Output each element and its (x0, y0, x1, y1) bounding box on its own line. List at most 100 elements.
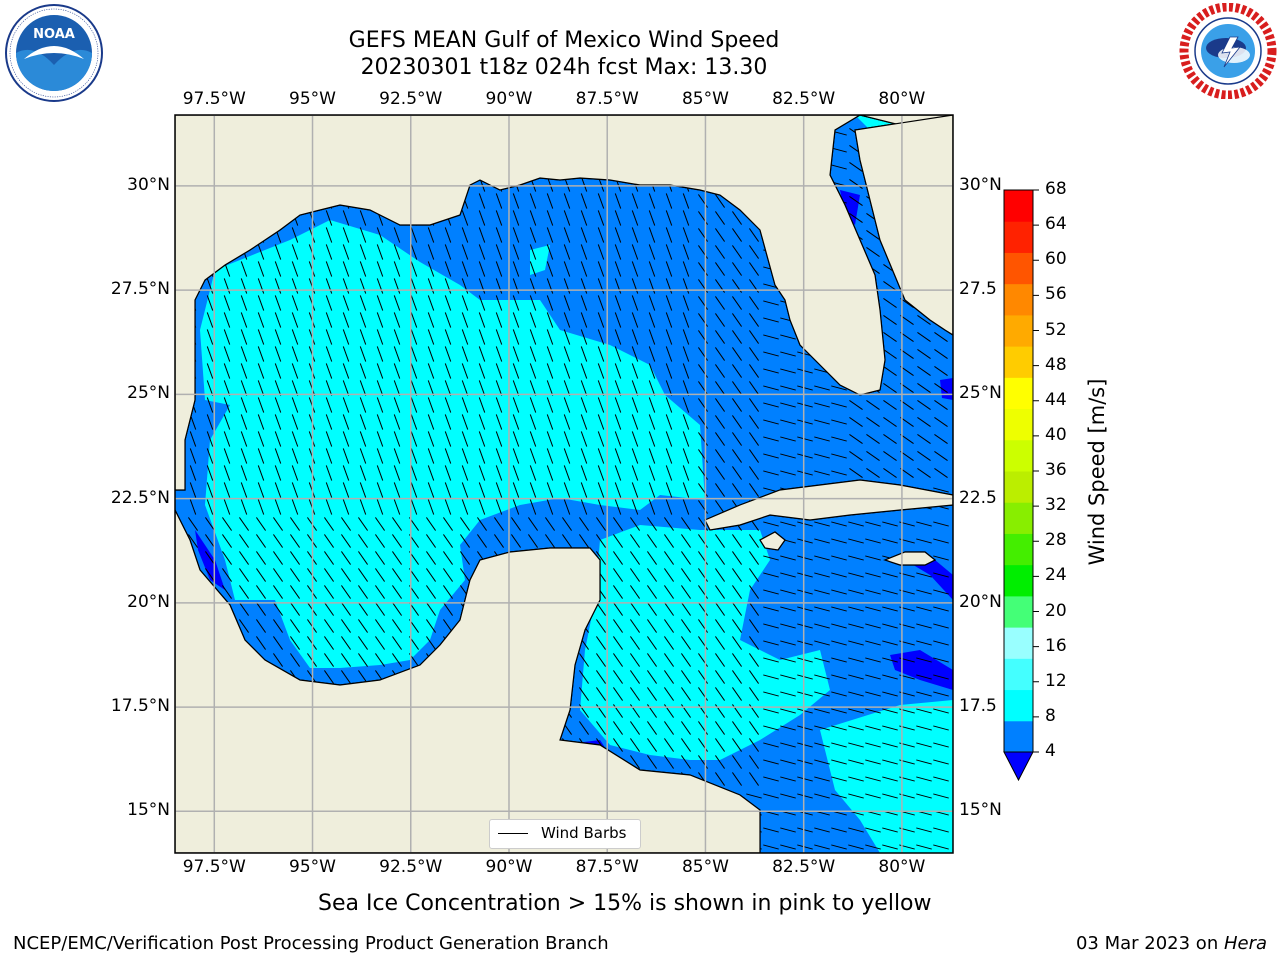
wind-barb (240, 363, 248, 379)
wind-barb (579, 653, 589, 667)
wind-barb (596, 517, 606, 531)
wind-barb (883, 400, 897, 410)
wind-barb (681, 585, 691, 599)
wind-barb (545, 534, 555, 548)
wind-barb (461, 346, 469, 362)
wind-barb (780, 334, 796, 340)
wind-barb (866, 247, 880, 257)
wind-barb (512, 363, 520, 379)
colorbar-under-arrow (1003, 751, 1034, 782)
wind-barb (291, 295, 299, 311)
wind-barb (631, 397, 639, 413)
wind-barb (732, 738, 742, 752)
wind-barb-legend-line (498, 833, 528, 834)
wind-barb (546, 312, 554, 328)
wind-barb (614, 499, 622, 515)
wind-barb (831, 521, 847, 527)
wind-barb (341, 568, 351, 582)
wind-barb (478, 346, 486, 362)
wind-barb (358, 568, 368, 582)
wind-barb (848, 640, 864, 646)
wind-barb (614, 244, 622, 260)
wind-barb (715, 738, 725, 752)
colorbar-segment (1004, 564, 1033, 597)
wind-barb (495, 346, 503, 362)
wind-barb (342, 329, 350, 345)
wind-barb (495, 193, 503, 209)
wind-barb (426, 619, 436, 633)
wind-barb (325, 210, 333, 226)
wind-barb (883, 383, 897, 393)
wind-barb (325, 380, 333, 396)
wind-barb (849, 162, 863, 172)
wind-barb (848, 844, 864, 850)
colorbar-segment (1004, 627, 1033, 659)
wind-barb (511, 517, 521, 531)
wind-barb (274, 414, 282, 430)
wind-barb (392, 517, 402, 531)
wind-barb (797, 793, 813, 799)
wind-barb (444, 261, 452, 277)
wind-barb (814, 623, 830, 629)
wind-barb (291, 465, 299, 481)
wind-barb (665, 329, 673, 345)
colorbar-segment (1004, 252, 1033, 285)
wind-barb (831, 606, 847, 612)
wind-barb (831, 589, 847, 595)
wind-barb (495, 465, 503, 481)
wind-barb (223, 380, 231, 396)
wind-barb (580, 448, 588, 464)
wind-barb (613, 738, 623, 752)
wind-barb (732, 602, 742, 616)
wind-barb (444, 414, 452, 430)
wind-barb (749, 228, 759, 242)
lat-tick-right: 15°N (959, 800, 1002, 821)
wind-barb (831, 538, 847, 544)
wind-barb (376, 295, 384, 311)
wind-barb (206, 329, 214, 345)
wind-barb (291, 227, 299, 243)
wind-barb (630, 670, 640, 684)
wind-barb (763, 419, 779, 425)
wind-barb (665, 482, 673, 498)
wind-barb (239, 534, 249, 548)
wind-barb (359, 448, 367, 464)
colorbar-segment (1004, 314, 1033, 347)
wind-barb (257, 312, 265, 328)
wind-barb (410, 499, 418, 515)
wind-barb (814, 589, 830, 595)
wind-barb (444, 329, 452, 345)
wind-barb (916, 776, 932, 782)
wind-barb (223, 278, 231, 294)
wind-barb (528, 517, 538, 531)
wind-barb (205, 568, 215, 582)
wind-barb (596, 636, 606, 650)
wind-barb (580, 278, 588, 294)
wind-barb (715, 619, 725, 633)
wind-barb (664, 551, 674, 565)
wind-barb (444, 295, 452, 311)
wind-barb (580, 397, 588, 413)
wind-barb (882, 776, 898, 782)
wind-barb (715, 670, 725, 684)
wind-barb (342, 261, 350, 277)
wind-barb (648, 499, 656, 515)
wind-barb (290, 636, 300, 650)
wind-barb (865, 606, 881, 612)
wind-barb (916, 691, 932, 697)
wind-barb (546, 414, 554, 430)
wind-barb (664, 602, 674, 616)
wind-barb (780, 385, 796, 391)
land-overlay-4 (883, 551, 937, 566)
wind-barb (780, 402, 796, 408)
colorbar-segment (1004, 408, 1033, 441)
wind-barb (324, 619, 334, 633)
wind-barb (562, 534, 572, 548)
wind-barb (291, 499, 299, 515)
colorbar-segment (1004, 720, 1033, 753)
wind-barb (546, 380, 554, 396)
wind-barb (933, 793, 949, 799)
wind-barb (797, 555, 813, 561)
colorbar-tick-label: 60 (1045, 249, 1067, 270)
wind-barb (848, 827, 864, 833)
